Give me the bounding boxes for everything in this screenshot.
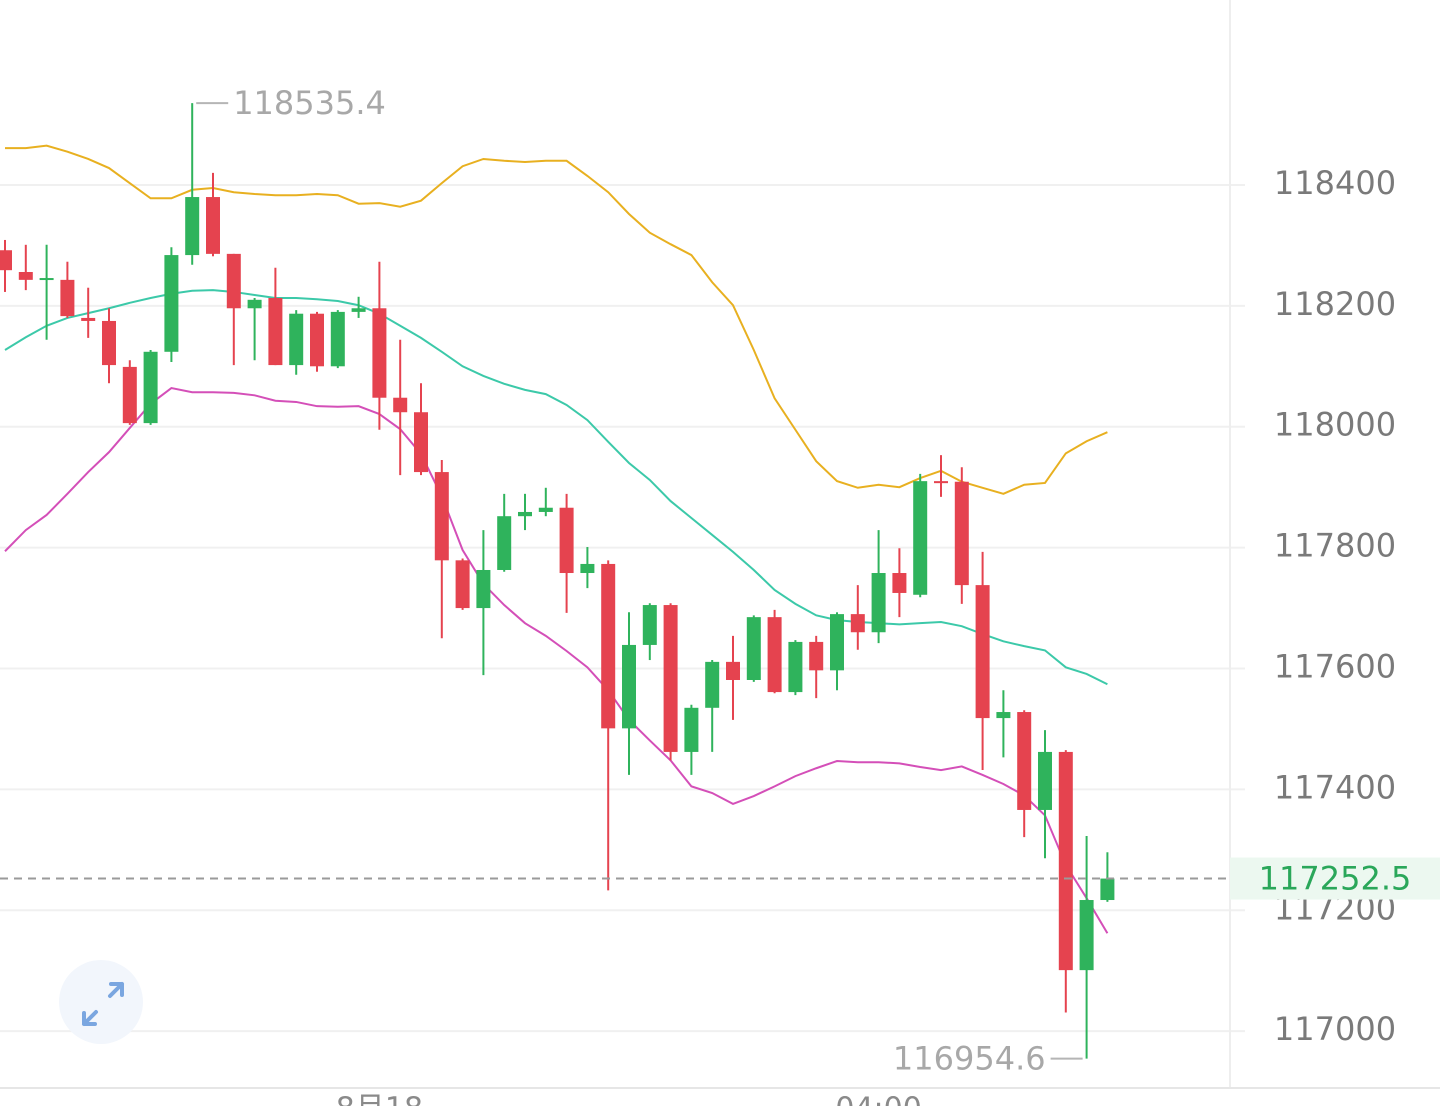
candle-body xyxy=(372,308,387,398)
candle-body xyxy=(39,278,54,281)
candle-body xyxy=(642,605,657,645)
y-tick-label: 118000 xyxy=(1274,406,1396,444)
candle-body xyxy=(268,297,283,366)
candle-body xyxy=(0,250,12,271)
candle-body xyxy=(497,516,512,570)
candle-body xyxy=(18,272,33,280)
last-price-bg xyxy=(1230,857,1440,900)
low-label: 116954.6 xyxy=(893,1040,1046,1078)
candle-body xyxy=(81,317,96,321)
candle-body xyxy=(102,320,116,366)
candle-body xyxy=(892,573,907,593)
high-label: 118535.4 xyxy=(233,84,386,122)
candle-body xyxy=(1058,751,1073,971)
band-line xyxy=(4,386,1109,934)
candle-body xyxy=(414,412,428,473)
candle-body xyxy=(434,472,449,561)
candle-body xyxy=(455,560,470,609)
candle-body xyxy=(830,614,844,671)
candle-body xyxy=(580,563,595,574)
y-tick-label: 118200 xyxy=(1274,285,1396,323)
candle-body xyxy=(122,366,137,424)
candle-body xyxy=(185,197,200,256)
candle-body xyxy=(871,573,886,633)
y-tick-label: 117400 xyxy=(1274,768,1396,806)
x-tick-label: 8月18 xyxy=(336,1092,423,1106)
candle-body xyxy=(351,308,366,312)
candle-body xyxy=(601,563,616,729)
candle-body xyxy=(934,481,948,484)
candle-body xyxy=(226,253,241,309)
candle-body xyxy=(1079,900,1094,971)
candle-body xyxy=(206,197,220,254)
candle-body xyxy=(247,299,262,309)
candle-body xyxy=(60,279,75,317)
band-line xyxy=(4,289,1108,686)
expand-button[interactable] xyxy=(59,960,143,1044)
candle-body xyxy=(476,569,491,609)
candle-body xyxy=(975,585,990,719)
candle-body xyxy=(143,351,158,424)
candle-body xyxy=(559,507,574,574)
x-tick-label: 04:00 xyxy=(835,1092,921,1106)
last-price-label: 117252.5 xyxy=(1259,860,1412,898)
y-tick-label: 117600 xyxy=(1274,648,1396,686)
candle-body xyxy=(767,617,782,693)
candle-body xyxy=(164,255,179,352)
y-tick-label: 118400 xyxy=(1274,164,1396,202)
candle-body xyxy=(726,661,740,680)
candle-body xyxy=(788,641,803,693)
candle-body xyxy=(996,712,1011,719)
y-tick-label: 117000 xyxy=(1274,1010,1396,1048)
candle-body xyxy=(1038,751,1052,810)
candle-body xyxy=(518,511,532,517)
candle-body xyxy=(850,614,865,633)
expand-icon[interactable] xyxy=(82,982,124,1026)
expand-button-bg[interactable] xyxy=(59,960,143,1044)
candle-body xyxy=(746,617,761,680)
y-tick-label: 117800 xyxy=(1274,527,1396,565)
candle-body xyxy=(330,311,345,367)
candle-body xyxy=(310,313,324,367)
candle-body xyxy=(705,661,720,708)
candle-body xyxy=(538,507,553,512)
candle-body xyxy=(663,605,678,752)
candle-body xyxy=(1017,712,1032,810)
candle-body xyxy=(913,481,928,595)
candle-body xyxy=(289,313,304,366)
candle-body xyxy=(1100,878,1115,901)
band-line xyxy=(5,144,1108,495)
candle-body xyxy=(684,707,699,752)
candle-body xyxy=(954,481,969,586)
candle-body xyxy=(393,397,408,413)
candle-body xyxy=(809,641,824,671)
candle-body xyxy=(622,644,636,729)
